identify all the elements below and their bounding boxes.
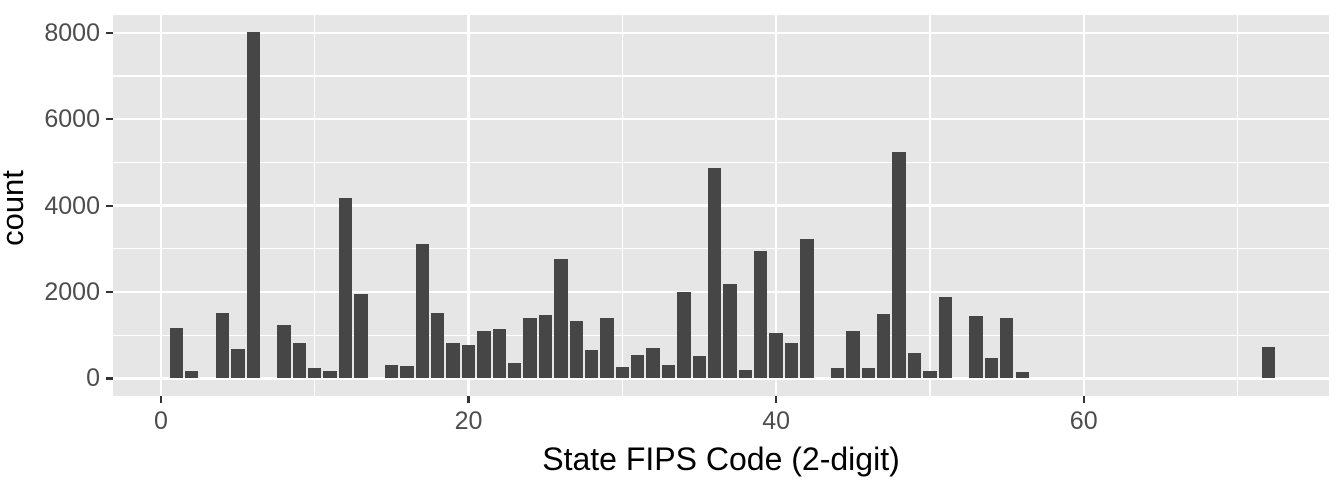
histogram-bar (1015, 372, 1029, 379)
y-tick-label: 4000 (44, 191, 100, 220)
x-tick-label: 60 (1069, 407, 1098, 435)
histogram-bar (308, 368, 322, 379)
histogram-bar (723, 283, 737, 379)
y-tick-mark (106, 31, 113, 34)
histogram-bar (231, 348, 245, 379)
x-tick-mark (775, 396, 778, 403)
x-tick-mark (159, 396, 163, 403)
y-tick-mark (106, 290, 113, 294)
histogram-bar (846, 330, 860, 379)
histogram-bar (646, 348, 660, 379)
histogram-bar (584, 350, 599, 379)
histogram-bar (446, 342, 460, 379)
histogram-bar (984, 357, 999, 379)
x-tick-mark (1082, 396, 1085, 403)
major-gridline-y (113, 377, 1329, 380)
minor-gridline-y (113, 75, 1329, 77)
histogram-bar (323, 370, 337, 379)
histogram-bar (830, 367, 845, 379)
x-axis-title: State FIPS Code (2-digit) (542, 441, 900, 477)
histogram-bar (338, 198, 353, 379)
y-tick-mark (106, 377, 113, 380)
histogram-bar (600, 317, 614, 379)
major-gridline-x (1082, 15, 1085, 396)
x-tick-label: 0 (154, 407, 168, 435)
histogram-bar (185, 370, 199, 379)
histogram-bar (508, 362, 522, 379)
histogram-bar (461, 344, 476, 379)
histogram-bar (554, 258, 568, 379)
y-axis-title: count (0, 170, 30, 246)
x-tick-label: 20 (454, 407, 483, 435)
histogram-bar (754, 250, 768, 379)
x-tick-label: 40 (762, 407, 791, 435)
histogram-bar (631, 355, 645, 379)
histogram-bar (215, 312, 230, 379)
histogram-bar (400, 365, 414, 379)
histogram-bar (523, 317, 537, 379)
histogram-bar (431, 313, 445, 379)
major-gridline-y (113, 31, 1329, 34)
histogram-bar (1261, 347, 1275, 379)
histogram-bar (969, 315, 983, 379)
histogram-bar (354, 293, 368, 379)
histogram-bar (861, 368, 876, 379)
histogram-bar (800, 239, 814, 379)
histogram-bar (923, 370, 937, 379)
histogram-bar (384, 364, 399, 379)
histogram-bar (907, 352, 922, 379)
histogram-bar (415, 244, 430, 379)
y-tick-label: 8000 (44, 18, 100, 47)
y-tick-label: 2000 (44, 278, 100, 307)
histogram-bar (569, 320, 583, 379)
histogram-bar (892, 152, 906, 379)
plot-panel (113, 15, 1329, 396)
y-tick-label: 6000 (44, 105, 100, 134)
histogram-bar (769, 333, 783, 379)
histogram-bar (784, 343, 799, 379)
histogram-bar (292, 342, 307, 379)
histogram-bar (938, 296, 952, 379)
histogram-bar (538, 314, 553, 379)
histogram-bar (1000, 317, 1014, 379)
histogram-bar (707, 168, 722, 379)
histogram-bar (877, 314, 891, 379)
histogram-bar (246, 32, 260, 379)
histogram-bar (677, 292, 691, 379)
major-gridline-x (159, 15, 163, 396)
major-gridline-x (774, 15, 778, 396)
major-gridline-y (113, 117, 1329, 121)
y-tick-mark (106, 118, 113, 121)
histogram-bar (738, 369, 753, 379)
histogram-bar (492, 329, 506, 379)
histogram-bar (661, 365, 676, 379)
major-gridline-x (467, 15, 470, 396)
minor-gridline-y (113, 161, 1329, 163)
histogram-bar (692, 356, 706, 379)
y-tick-label: 0 (86, 364, 100, 393)
histogram-bar (169, 328, 184, 379)
histogram-bar (277, 324, 291, 379)
x-tick-mark (467, 396, 470, 403)
y-tick-mark (106, 204, 113, 207)
histogram-bar (615, 366, 630, 379)
histogram-bar (477, 330, 491, 379)
